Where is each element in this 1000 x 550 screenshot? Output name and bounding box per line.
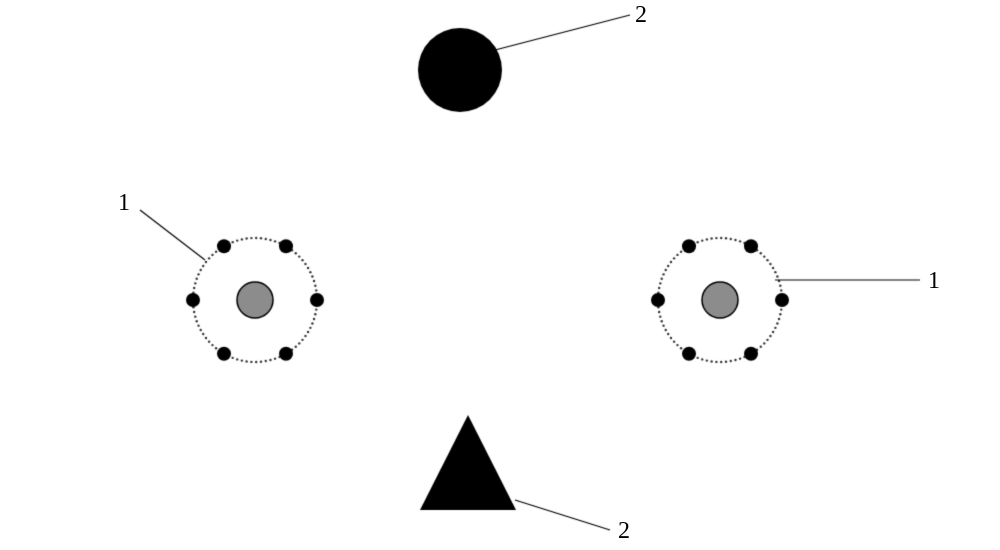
label-2-top: 2	[635, 2, 647, 29]
label-1-right: 1	[928, 268, 940, 295]
diagram-canvas	[0, 0, 1000, 550]
label-1-left: 1	[118, 190, 130, 217]
label-2-bottom: 2	[618, 518, 630, 545]
